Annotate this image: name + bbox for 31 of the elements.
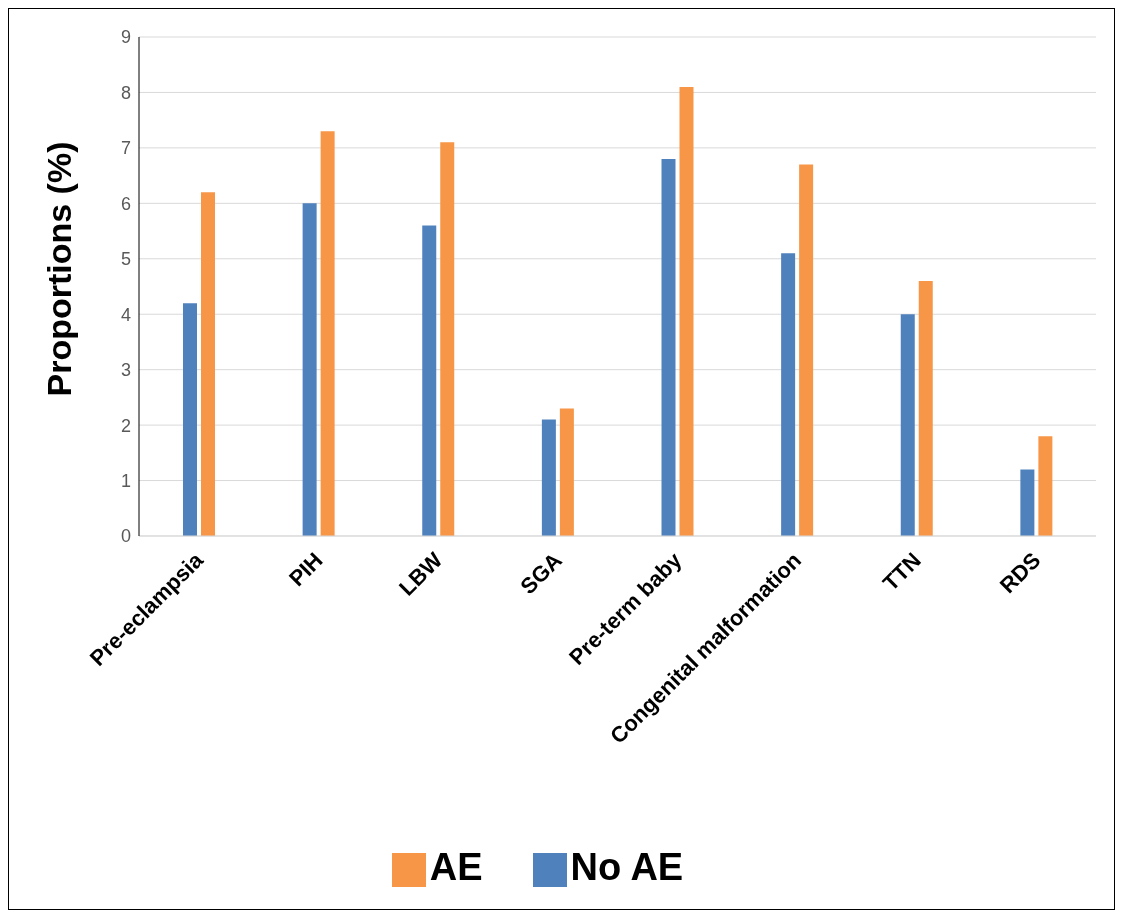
bar <box>183 303 197 536</box>
bar <box>541 419 556 536</box>
y-tick-label: 8 <box>120 82 131 103</box>
y-tick-label: 7 <box>120 138 131 159</box>
x-tick-label: TTN <box>877 547 926 596</box>
x-tick-label: PIH <box>284 547 328 592</box>
y-tick-label: 3 <box>120 360 131 381</box>
bar <box>422 225 437 536</box>
bar <box>918 280 933 536</box>
bar <box>302 203 317 536</box>
bar <box>900 314 915 536</box>
bar <box>799 164 814 536</box>
y-tick-label: 6 <box>120 193 131 214</box>
y-tick-label: 1 <box>120 470 131 491</box>
y-tick-label: 4 <box>120 304 131 325</box>
legend-label: No AE <box>570 846 684 888</box>
y-tick-label: 2 <box>120 415 131 436</box>
bar <box>781 253 796 536</box>
bar <box>679 86 694 536</box>
legend-label: AE <box>429 846 483 888</box>
y-tick-label: 5 <box>120 249 131 270</box>
y-tick-label: 0 <box>120 526 131 547</box>
bar <box>559 408 574 536</box>
bar <box>440 142 455 536</box>
bar <box>320 131 335 536</box>
y-tick-label: 9 <box>120 27 131 48</box>
bar <box>201 192 215 536</box>
bar <box>1020 469 1035 536</box>
y-axis-title: Proportions (%) <box>40 141 79 397</box>
bar <box>661 158 676 536</box>
bar <box>1038 436 1053 536</box>
